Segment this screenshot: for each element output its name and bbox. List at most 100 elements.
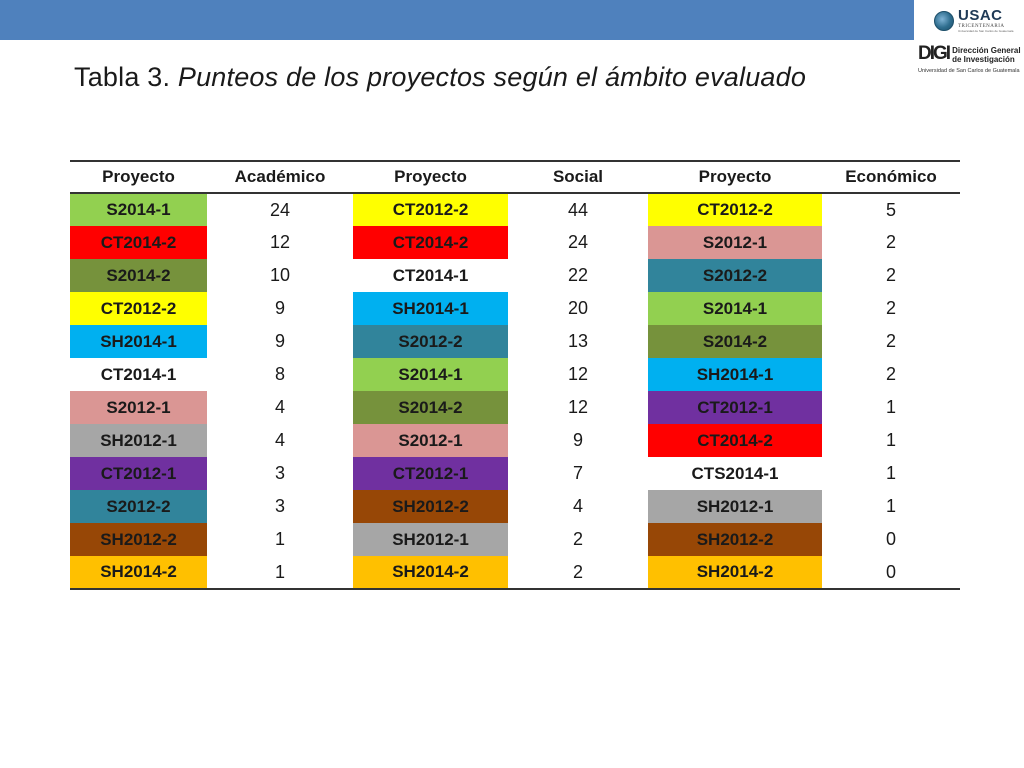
project-social-cell: SH2014-2 [353,556,508,589]
score-economico-cell: 1 [885,463,896,483]
table-row: CT2014-2 12 CT2014-2 24 S2012-1 2 [70,226,960,259]
project-economico-cell: S2012-2 [648,259,822,292]
project-social-cell: CT2012-2 [353,193,508,226]
score-social-cell: 22 [567,265,589,285]
score-social-cell: 4 [572,496,583,516]
project-academico-cell: CT2012-2 [70,292,207,325]
top-banner [0,0,914,40]
table-row: S2014-2 10 CT2014-1 22 S2012-2 2 [70,259,960,292]
project-academico-cell: CT2014-2 [70,226,207,259]
score-academico-cell: 8 [274,364,285,384]
project-social-cell: CT2014-2 [353,226,508,259]
project-economico-cell: CT2012-2 [648,193,822,226]
table-row: SH2012-2 1 SH2012-1 2 SH2012-2 0 [70,523,960,556]
project-economico-cell: S2014-2 [648,325,822,358]
table-body: S2014-1 24 CT2012-2 44 CT2012-2 5 CT2014-2 12 CT… [70,193,960,589]
score-economico-cell: 2 [885,232,896,252]
score-economico-cell: 2 [885,331,896,351]
project-academico-cell: SH2014-2 [70,556,207,589]
header-proyecto-academico: Proyecto [102,167,175,186]
table-row: SH2014-2 1 SH2014-2 2 SH2014-2 0 [70,556,960,589]
score-social-cell: 12 [567,397,589,417]
project-academico-cell: CT2012-1 [70,457,207,490]
score-social-cell: 7 [572,463,583,483]
project-social-cell: SH2014-1 [353,292,508,325]
project-academico-cell: S2012-2 [70,490,207,523]
project-social-cell: S2014-1 [353,358,508,391]
score-economico-cell: 1 [885,397,896,417]
table-row: SH2012-1 4 S2012-1 9 CT2014-2 1 [70,424,960,457]
table-row: CT2012-1 3 CT2012-1 7 CTS2014-1 1 [70,457,960,490]
table-row: S2014-1 24 CT2012-2 44 CT2012-2 5 [70,193,960,226]
project-economico-cell: SH2014-2 [648,556,822,589]
score-academico-cell: 4 [274,397,285,417]
usac-caption: Universidad de San Carlos de Guatemala [958,29,1014,33]
project-economico-cell: SH2012-1 [648,490,822,523]
score-social-cell: 20 [567,298,589,318]
project-academico-cell: SH2012-1 [70,424,207,457]
score-academico-cell: 3 [274,463,285,483]
score-social-cell: 2 [572,529,583,549]
project-academico-cell: S2012-1 [70,391,207,424]
digi-line1: Dirección General [952,46,1021,55]
score-academico-cell: 4 [274,430,285,450]
digi-logo: DIGI Dirección General de Investigación [918,43,1021,65]
score-academico-cell: 12 [269,232,291,252]
table-header-row: Proyecto Académico Proyecto Social Proye… [70,161,960,193]
score-academico-cell: 10 [269,265,291,285]
project-social-cell: SH2012-1 [353,523,508,556]
project-economico-cell: S2014-1 [648,292,822,325]
score-social-cell: 12 [567,364,589,384]
usac-logo: USAC TRICENTENARIA Universidad de San Ca… [934,8,1013,33]
header-economico: Económico [845,167,937,186]
title-prefix: Tabla 3. [74,62,171,92]
project-social-cell: CT2014-1 [353,259,508,292]
title-text: Punteos de los proyectos según el ámbito… [177,62,807,92]
score-economico-cell: 5 [885,199,896,220]
scores-table: Proyecto Académico Proyecto Social Proye… [70,160,960,590]
digi-university: Universidad de San Carlos de Guatemala [918,68,1020,74]
project-economico-cell: CT2014-2 [648,424,822,457]
score-academico-cell: 1 [274,561,285,582]
project-social-cell: S2012-1 [353,424,508,457]
project-academico-cell: SH2012-2 [70,523,207,556]
table-row: S2012-1 4 S2014-2 12 CT2012-1 1 [70,391,960,424]
digi-line2: de Investigación [952,55,1015,64]
score-social-cell: 2 [572,561,583,582]
usac-seal-icon [934,10,954,31]
table-row: CT2014-1 8 S2014-1 12 SH2014-1 2 [70,358,960,391]
page-title: Tabla 3. Punteos de los proyectos según … [74,62,806,93]
score-economico-cell: 0 [885,561,896,582]
logo-area: USAC TRICENTENARIA Universidad de San Ca… [914,0,1024,82]
score-economico-cell: 2 [885,364,896,384]
project-social-cell: S2012-2 [353,325,508,358]
project-social-cell: SH2012-2 [353,490,508,523]
score-academico-cell: 1 [274,529,285,549]
project-social-cell: CT2012-1 [353,457,508,490]
project-academico-cell: SH2014-1 [70,325,207,358]
project-economico-cell: SH2012-2 [648,523,822,556]
project-academico-cell: CT2014-1 [70,358,207,391]
score-social-cell: 9 [572,430,583,450]
score-academico-cell: 9 [274,298,285,318]
header-proyecto-social: Proyecto [394,167,467,186]
project-academico-cell: S2014-2 [70,259,207,292]
project-academico-cell: S2014-1 [70,193,207,226]
table-row: SH2014-1 9 S2012-2 13 S2014-2 2 [70,325,960,358]
score-academico-cell: 9 [274,331,285,351]
score-social-cell: 13 [567,331,589,351]
score-social-cell: 24 [567,232,589,252]
project-social-cell: S2014-2 [353,391,508,424]
digi-mark-icon: DIGI [918,43,951,64]
score-academico-cell: 3 [274,496,285,516]
table-row: S2012-2 3 SH2012-2 4 SH2012-1 1 [70,490,960,523]
score-economico-cell: 1 [885,430,896,450]
header-social: Social [552,167,604,186]
score-academico-cell: 24 [269,199,291,220]
score-social-cell: 44 [567,199,589,220]
header-academico: Académico [234,167,326,186]
project-economico-cell: S2012-1 [648,226,822,259]
project-economico-cell: SH2014-1 [648,358,822,391]
usac-name: USAC [958,7,1003,24]
score-economico-cell: 0 [885,529,896,549]
